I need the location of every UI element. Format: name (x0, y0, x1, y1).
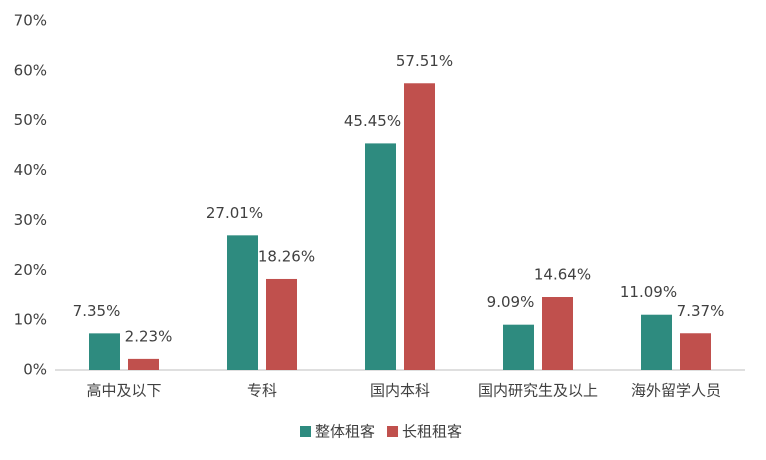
y-tick-label: 10% (14, 311, 47, 329)
x-tick-label: 专科 (247, 382, 277, 400)
data-label: 57.51% (396, 52, 453, 70)
bar (542, 297, 573, 370)
y-tick-label: 30% (14, 211, 47, 229)
bar (641, 314, 672, 370)
data-label: 18.26% (258, 247, 315, 265)
bar (680, 333, 711, 370)
data-label: 11.09% (620, 283, 677, 301)
bar (227, 235, 258, 370)
y-tick-label: 50% (14, 111, 47, 129)
data-label: 14.64% (534, 266, 591, 284)
y-tick-label: 60% (14, 61, 47, 79)
bar (266, 278, 297, 370)
y-tick-label: 40% (14, 161, 47, 179)
data-label: 7.35% (73, 302, 121, 320)
x-tick-label: 国内本科 (370, 382, 430, 400)
data-label: 7.37% (677, 302, 725, 320)
legend-swatch (300, 426, 311, 437)
y-tick-label: 70% (14, 12, 47, 30)
data-label: 2.23% (125, 327, 173, 345)
legend-label: 长租租客 (402, 423, 462, 441)
data-label: 9.09% (487, 293, 535, 311)
y-tick-label: 20% (14, 261, 47, 279)
bar (404, 83, 435, 370)
bar (365, 143, 396, 370)
y-tick-label: 0% (23, 361, 47, 379)
x-tick-label: 海外留学人员 (631, 382, 721, 400)
bar (503, 324, 534, 370)
x-tick-label: 高中及以下 (86, 382, 161, 400)
legend-swatch (387, 426, 399, 437)
bar (89, 333, 120, 370)
x-tick-label: 国内研究生及以上 (478, 382, 598, 400)
data-label: 45.45% (344, 112, 401, 130)
legend-label: 整体租客 (315, 423, 375, 441)
data-label: 27.01% (206, 204, 263, 222)
bar (128, 358, 159, 370)
